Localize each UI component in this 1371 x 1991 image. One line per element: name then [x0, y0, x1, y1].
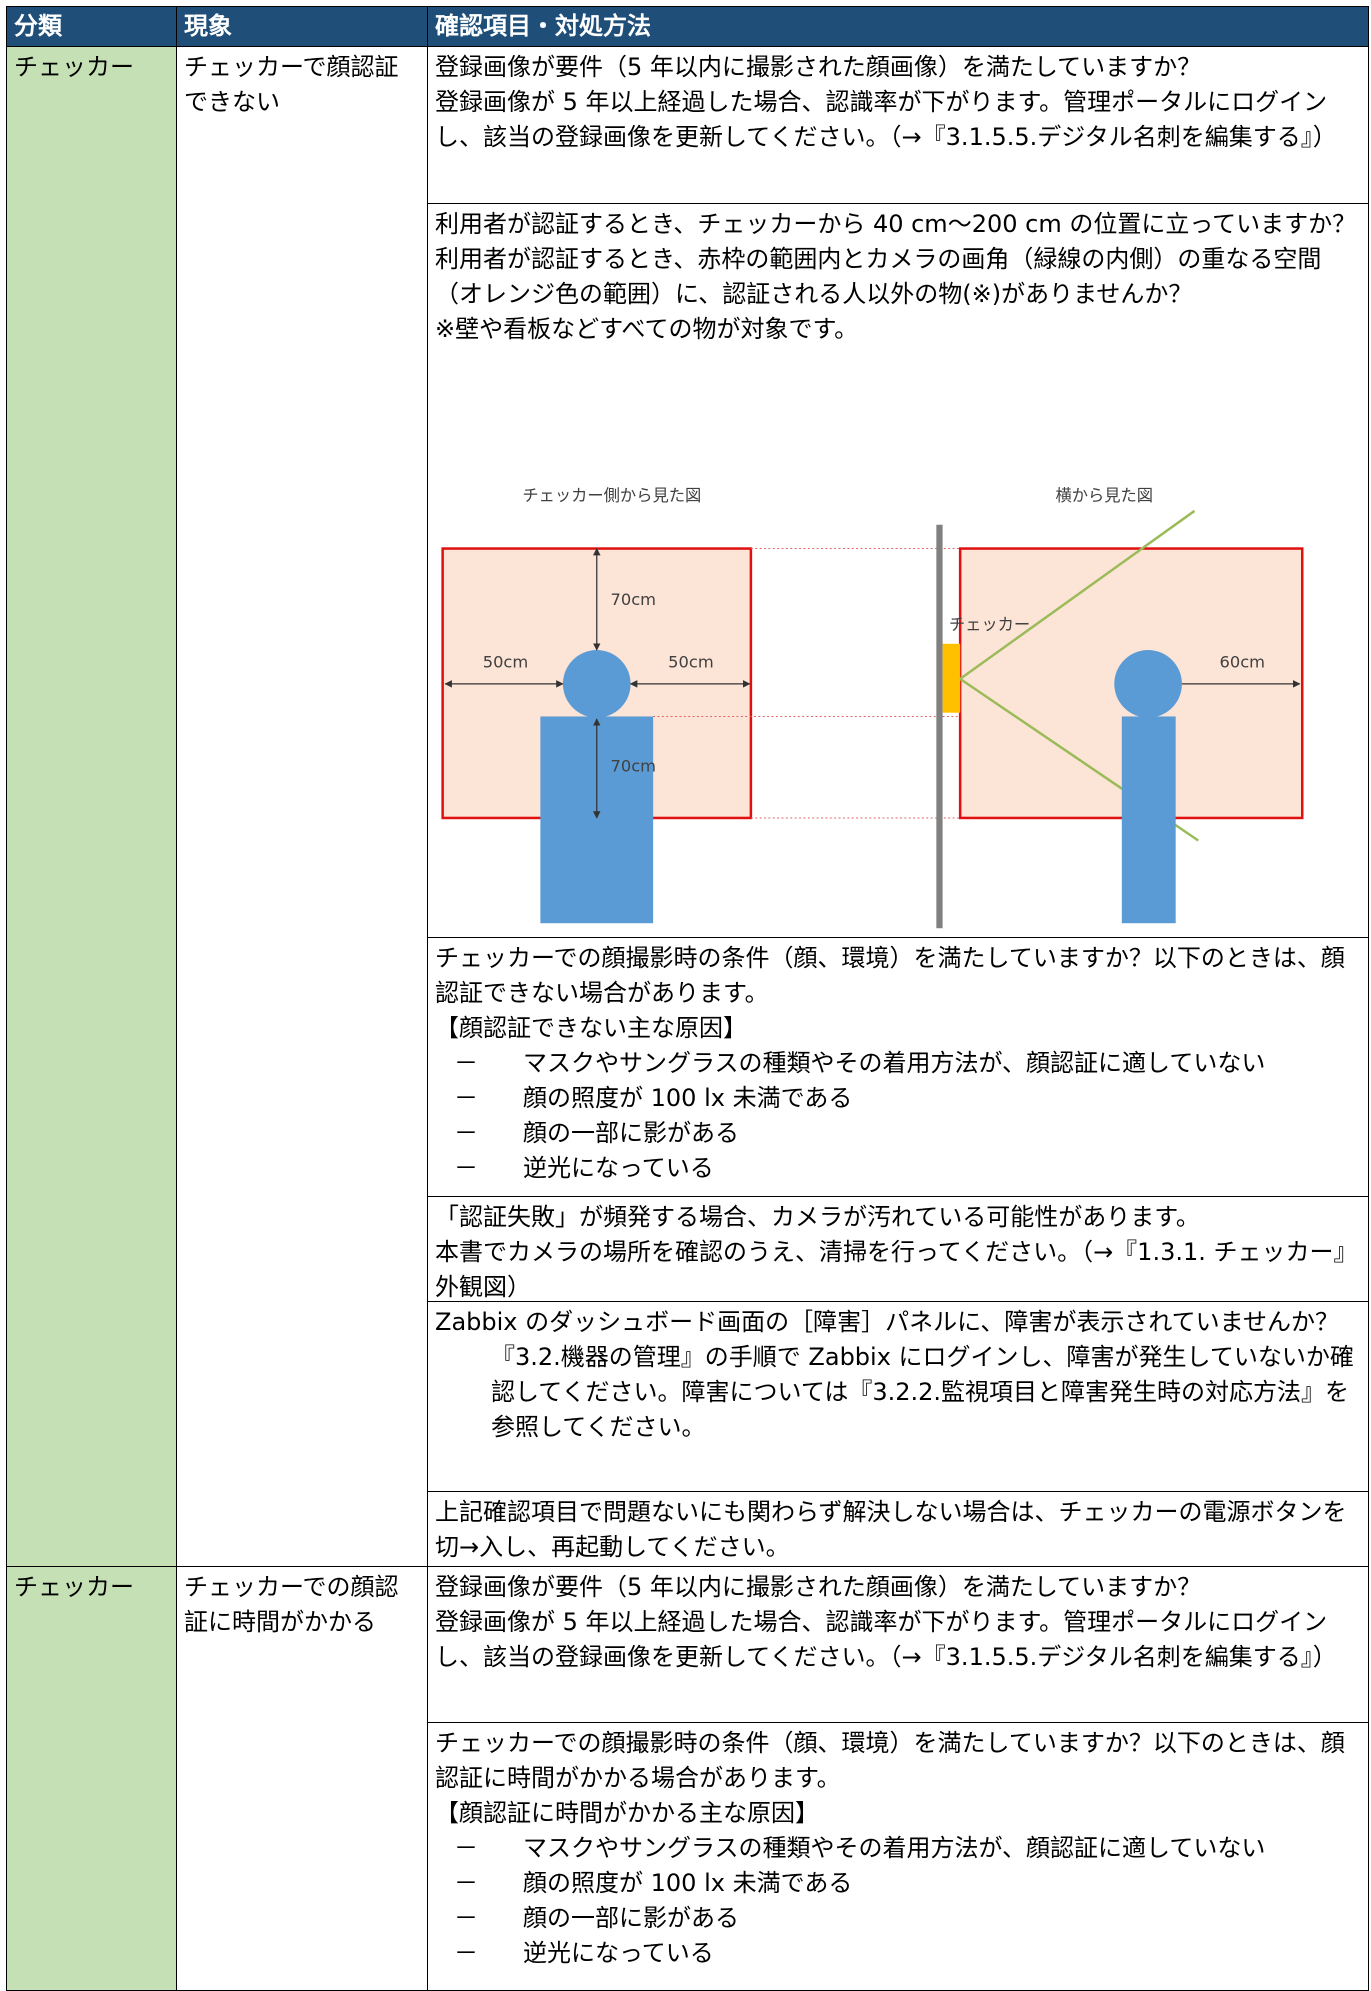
bullet-item: － 逆光になっている — [435, 1936, 1361, 1971]
bullet-text: 顔の一部に影がある — [523, 1119, 739, 1147]
header-text: 現象 — [184, 12, 232, 40]
paragraph: 利用者が認証するとき、赤枠の範囲内とカメラの画角（緑線の内側）の重なる空間（オレ… — [435, 245, 1322, 308]
bullet-marker: － — [454, 1084, 478, 1112]
category: チェッカー — [14, 53, 134, 81]
checker-label: チェッカー — [949, 615, 1030, 634]
paragraph: チェッカーでの顔撮影時の条件（顔、環境）を満たしていますか？以下のときは、顔認証… — [435, 944, 1345, 1007]
item-cell: 上記確認項目で問題ないにも関わらず解決しない場合は、チェッカーの電源ボタンを切→… — [427, 1491, 1369, 1567]
paragraph: 登録画像が要件（5 年以内に撮影された顔画像）を満たしていますか？ — [435, 1573, 1202, 1601]
front-head — [562, 650, 631, 718]
paragraph: 上記確認項目で問題ないにも関わらず解決しない場合は、チェッカーの電源ボタンを切→… — [435, 1498, 1347, 1561]
bullet-text: 顔の照度が 100 lx 未満である — [523, 1869, 853, 1897]
bullet-item: － マスクやサングラスの種類やその着用方法が、顔認証に適していない — [435, 1046, 1361, 1081]
item-cell: 「認証失敗」が頻発する場合、カメラが汚れている可能性があります。本書でカメラの場… — [427, 1196, 1369, 1302]
paragraph: 利用者が認証するとき、チェッカーから 40 cm〜200 cm の位置に立ってい… — [435, 210, 1357, 238]
header-cell: 現象 — [176, 6, 428, 47]
dimension-label: 50cm — [483, 653, 529, 672]
bullet-item: － 顔の一部に影がある — [435, 1901, 1361, 1936]
bullet-item: － 顔の照度が 100 lx 未満である — [435, 1866, 1361, 1901]
dimension-label: 70cm — [611, 590, 656, 609]
bullet-text: 顔の一部に影がある — [523, 1904, 739, 1932]
dimension-label: 70cm — [611, 757, 656, 776]
item-cell: Zabbix のダッシュボード画面の［障害］パネルに、障害が表示されていませんか… — [427, 1301, 1369, 1492]
bullet-marker: － — [454, 1834, 478, 1862]
bullet-text: マスクやサングラスの種類やその着用方法が、顔認証に適していない — [523, 1834, 1266, 1862]
item-cell: 登録画像が要件（5 年以内に撮影された顔画像）を満たしていますか？ 登録画像が 5… — [427, 1566, 1369, 1723]
paragraph: 登録画像が要件（5 年以内に撮影された顔画像）を満たしていますか？ — [435, 53, 1202, 81]
paragraph: 「認証失敗」が頻発する場合、カメラが汚れている可能性があります。 — [435, 1203, 1200, 1231]
header-text: 確認項目・対処方法 — [435, 12, 651, 40]
bullet-text: マスクやサングラスの種類やその着用方法が、顔認証に適していない — [523, 1049, 1266, 1077]
bullet-item: － マスクやサングラスの種類やその着用方法が、顔認証に適していない — [435, 1831, 1361, 1866]
checker — [942, 643, 961, 713]
side-head — [1114, 650, 1182, 718]
category-cell: チェッカー — [6, 1566, 177, 1991]
item-cell: 登録画像が要件（5 年以内に撮影された顔画像）を満たしていますか？ 登録画像が 5… — [427, 46, 1369, 204]
pole — [936, 524, 943, 929]
diagram-title: チェッカー側から見た図 — [522, 486, 701, 505]
dimension-label: 50cm — [668, 653, 714, 672]
note: 『3.2.機器の管理』の手順で Zabbix にログインし、障害が発生していない… — [491, 1343, 1354, 1441]
item-cell: チェッカーでの顔撮影時の条件（顔、環境）を満たしていますか？以下のときは、顔認証… — [427, 937, 1369, 1197]
dimension-label: 60cm — [1220, 653, 1266, 672]
symptom: チェッカーでの顔認証に時間がかかる — [184, 1573, 399, 1636]
bullet-marker: － — [454, 1904, 478, 1932]
bullet-item: － 顔の照度が 100 lx 未満である — [435, 1081, 1361, 1116]
paragraph: チェッカーでの顔撮影時の条件（顔、環境）を満たしていますか？以下のときは、顔認証… — [435, 1729, 1345, 1792]
bullet-marker: － — [454, 1049, 478, 1077]
item-cell: チェッカーでの顔撮影時の条件（顔、環境）を満たしていますか？以下のときは、顔認証… — [427, 1722, 1369, 1991]
paragraph: 登録画像が 5 年以上経過した場合、認識率が下がります。管理ポータルにログインし… — [435, 88, 1337, 151]
bullet-item: － 顔の一部に影がある — [435, 1116, 1361, 1151]
bullet-marker: － — [454, 1154, 478, 1182]
paragraph: Zabbix のダッシュボード画面の［障害］パネルに、障害が表示されていませんか… — [435, 1308, 1339, 1336]
header-text: 分類 — [14, 12, 62, 40]
side-body — [1121, 716, 1176, 924]
bullet-marker: － — [454, 1939, 478, 1967]
list-heading: 【顔認証できない主な原因】 — [435, 1014, 747, 1042]
paragraph: 登録画像が 5 年以上経過した場合、認識率が下がります。管理ポータルにログインし… — [435, 1608, 1337, 1671]
symptom-cell: チェッカーで顔認証できない — [176, 46, 428, 1567]
category: チェッカー — [14, 1573, 134, 1601]
symptom-cell: チェッカーでの顔認証に時間がかかる — [176, 1566, 428, 1991]
view-line — [959, 509, 1196, 680]
item-cell: 利用者が認証するとき、チェッカーから 40 cm〜200 cm の位置に立ってい… — [427, 203, 1369, 938]
category-cell: チェッカー — [6, 46, 177, 1567]
bullet-text: 逆光になっている — [523, 1939, 714, 1967]
paragraph: 本書でカメラの場所を確認のうえ、清掃を行ってください。（→『1.3.1. チェッ… — [435, 1238, 1358, 1301]
diagram-title: 横から見た図 — [1055, 486, 1153, 505]
symptom: チェッカーで顔認証できない — [184, 53, 399, 116]
bullet-marker: － — [454, 1869, 478, 1897]
paragraph: ※壁や看板などすべての物が対象です。 — [435, 315, 859, 343]
bullet-marker: － — [454, 1119, 478, 1147]
header-cell: 確認項目・対処方法 — [427, 6, 1369, 47]
bullet-text: 逆光になっている — [523, 1154, 714, 1182]
list-heading: 【顔認証に時間がかかる主な原因】 — [435, 1799, 819, 1827]
bullet-item: － 逆光になっている — [435, 1151, 1361, 1186]
header-cell: 分類 — [6, 6, 177, 47]
bullet-text: 顔の照度が 100 lx 未満である — [523, 1084, 853, 1112]
